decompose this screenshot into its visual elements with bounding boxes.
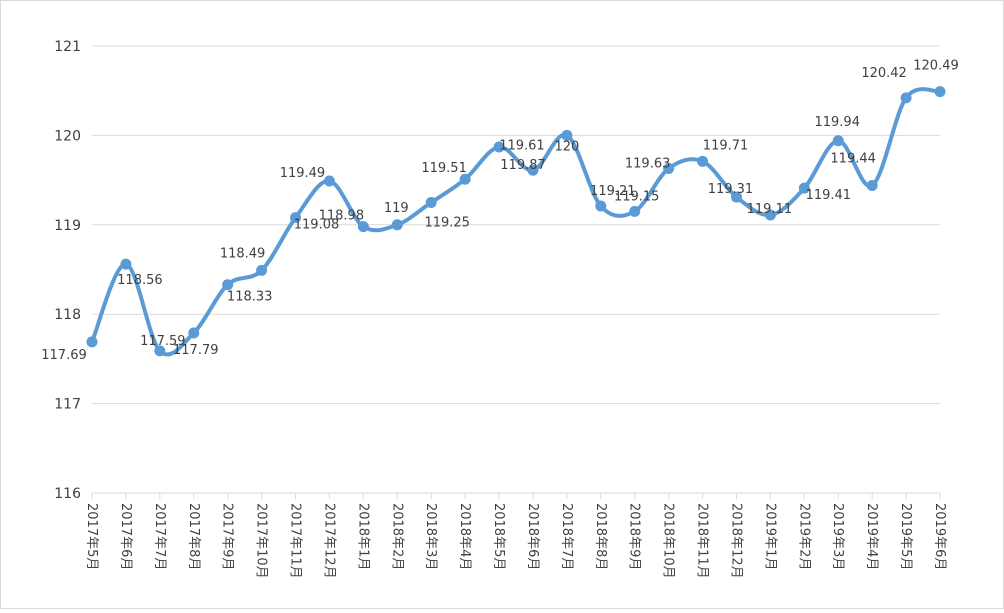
data-label: 120.49 xyxy=(913,59,959,74)
x-tick-label: 2019年4月 xyxy=(864,503,879,570)
x-tick-label: 2018年7月 xyxy=(559,503,574,570)
data-point xyxy=(357,221,369,233)
x-tick-label: 2019年6月 xyxy=(932,503,947,570)
data-point xyxy=(256,264,268,276)
x-tick-label: 2018年10月 xyxy=(661,503,676,579)
x-tick-label: 2018年9月 xyxy=(627,503,642,570)
data-label: 120 xyxy=(554,139,579,154)
data-point xyxy=(934,86,946,98)
data-label: 119.25 xyxy=(424,215,470,230)
y-tick-label: 121 xyxy=(54,39,81,55)
data-label: 119.41 xyxy=(806,188,852,203)
y-tick-label: 116 xyxy=(54,486,81,502)
y-tick-label: 120 xyxy=(54,128,81,144)
data-point xyxy=(798,182,810,194)
data-label: 119.21 xyxy=(590,184,636,199)
data-point xyxy=(459,173,471,185)
data-point xyxy=(323,175,335,187)
x-tick-label: 2018年11月 xyxy=(695,503,710,579)
x-tick-label: 2018年4月 xyxy=(457,503,472,570)
data-label: 119.11 xyxy=(747,202,793,217)
data-label: 119.63 xyxy=(625,156,671,171)
y-tick-label: 119 xyxy=(54,218,81,234)
data-label: 118.98 xyxy=(319,209,365,224)
data-point xyxy=(697,155,709,167)
data-point xyxy=(629,205,641,217)
x-tick-label: 2018年3月 xyxy=(423,503,438,570)
data-point xyxy=(493,141,505,153)
x-tick-label: 2017年12月 xyxy=(321,503,336,579)
data-label: 119.71 xyxy=(703,138,749,153)
y-tick-label: 118 xyxy=(54,307,81,323)
data-label: 119.87 xyxy=(500,158,546,173)
x-tick-label: 2017年11月 xyxy=(288,503,303,579)
x-tick-label: 2017年8月 xyxy=(186,503,201,570)
x-tick-label: 2017年7月 xyxy=(152,503,167,570)
data-label: 118.49 xyxy=(220,246,266,261)
data-point xyxy=(663,162,675,174)
x-tick-label: 2019年5月 xyxy=(898,503,913,570)
data-point xyxy=(561,129,573,141)
data-point xyxy=(764,209,776,221)
x-tick-label: 2018年6月 xyxy=(525,503,540,570)
data-point xyxy=(188,327,200,339)
data-point xyxy=(425,196,437,208)
data-point xyxy=(154,345,166,357)
x-tick-label: 2017年10月 xyxy=(254,503,269,579)
x-tick-label: 2018年1月 xyxy=(355,503,370,570)
x-tick-label: 2018年5月 xyxy=(491,503,506,570)
x-tick-label: 2017年6月 xyxy=(118,503,133,570)
x-tick-label: 2017年9月 xyxy=(220,503,235,570)
data-label: 119.94 xyxy=(814,115,860,130)
x-tick-label: 2019年2月 xyxy=(796,503,811,570)
data-point xyxy=(222,279,234,291)
data-label: 118.56 xyxy=(117,273,163,288)
data-point xyxy=(866,179,878,191)
x-tick-label: 2019年1月 xyxy=(762,503,777,570)
x-tick-label: 2018年2月 xyxy=(389,503,404,570)
x-tick-label: 2018年8月 xyxy=(593,503,608,570)
data-point xyxy=(290,212,302,224)
x-tick-label: 2019年3月 xyxy=(830,503,845,570)
data-point xyxy=(730,191,742,203)
data-label: 120.42 xyxy=(861,66,907,81)
data-label: 119.15 xyxy=(614,189,660,204)
data-label: 118.33 xyxy=(227,290,273,305)
data-label: 117.79 xyxy=(173,343,219,358)
data-label: 117.59 xyxy=(140,334,186,349)
data-point xyxy=(120,258,132,270)
data-label: 119.31 xyxy=(708,182,754,197)
y-tick-label: 117 xyxy=(54,397,81,413)
data-point xyxy=(86,336,98,348)
data-point xyxy=(832,135,844,147)
data-point xyxy=(527,164,539,176)
data-label: 119.44 xyxy=(830,151,876,166)
data-label: 119 xyxy=(384,201,409,216)
x-tick-label: 2017年5月 xyxy=(84,503,99,570)
data-label: 119.08 xyxy=(294,218,340,233)
data-label: 119.49 xyxy=(280,166,326,181)
data-label: 117.69 xyxy=(41,348,87,363)
x-tick-label: 2018年12月 xyxy=(728,503,743,579)
data-label: 119.51 xyxy=(421,161,467,176)
data-label: 119.61 xyxy=(499,138,545,153)
data-point xyxy=(391,219,403,231)
data-point xyxy=(595,200,607,212)
data-point xyxy=(900,92,912,104)
